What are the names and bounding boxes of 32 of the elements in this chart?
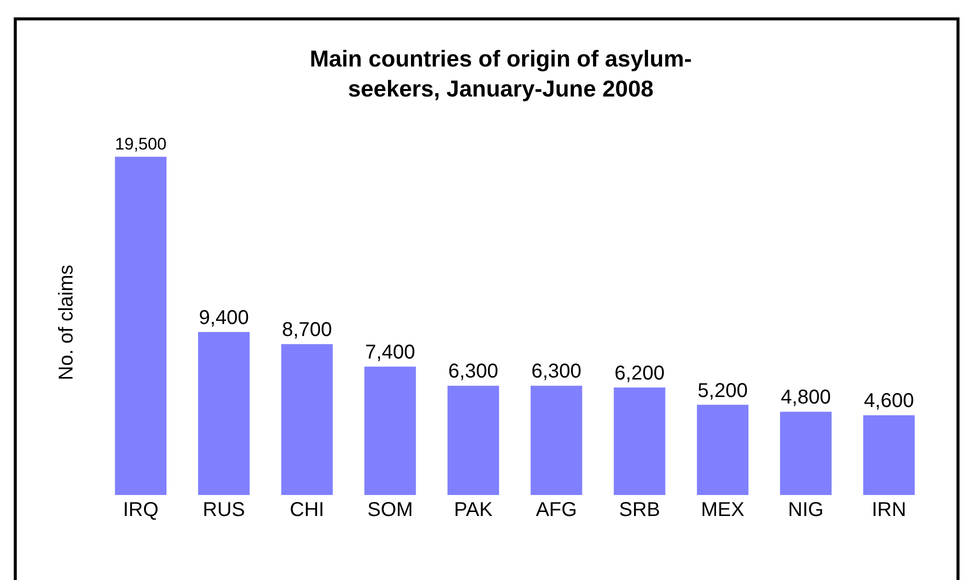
bar xyxy=(364,366,416,495)
x-tick-label: IRN xyxy=(872,499,906,521)
x-tick-label: SOM xyxy=(367,499,413,521)
x-tick-label: SRB xyxy=(618,499,660,521)
data-label: 5,200 xyxy=(698,380,748,402)
bar xyxy=(863,415,915,495)
data-label: 6,300 xyxy=(531,360,582,383)
data-label: 7,400 xyxy=(365,342,416,364)
bar xyxy=(281,344,333,495)
data-label: 19,500 xyxy=(114,134,166,154)
data-label: 6,200 xyxy=(614,362,665,384)
x-tick-label: AFG xyxy=(536,499,577,521)
bar xyxy=(780,412,832,495)
bar xyxy=(530,386,582,495)
data-label: 9,400 xyxy=(198,306,249,329)
bar xyxy=(114,156,166,495)
x-tick-label: CHI xyxy=(290,499,324,521)
x-tick-label: RUS xyxy=(202,499,245,521)
y-axis-title: No. of claims xyxy=(56,264,78,380)
x-tick-label: PAK xyxy=(454,499,494,521)
x-tick-label: MEX xyxy=(701,499,744,521)
data-label: 4,600 xyxy=(864,390,914,412)
x-tick-label: IRQ xyxy=(122,499,159,521)
bar xyxy=(614,387,666,495)
data-label: 8,700 xyxy=(282,319,332,342)
bar xyxy=(198,332,250,495)
x-tick-label: NIG xyxy=(788,499,824,521)
data-label: 6,300 xyxy=(448,360,498,383)
chart-title: Main countries of origin of asylum- seekers, January-June 2008 xyxy=(310,46,692,102)
bar xyxy=(696,404,748,495)
data-label: 4,800 xyxy=(780,386,831,409)
bar xyxy=(448,386,500,495)
